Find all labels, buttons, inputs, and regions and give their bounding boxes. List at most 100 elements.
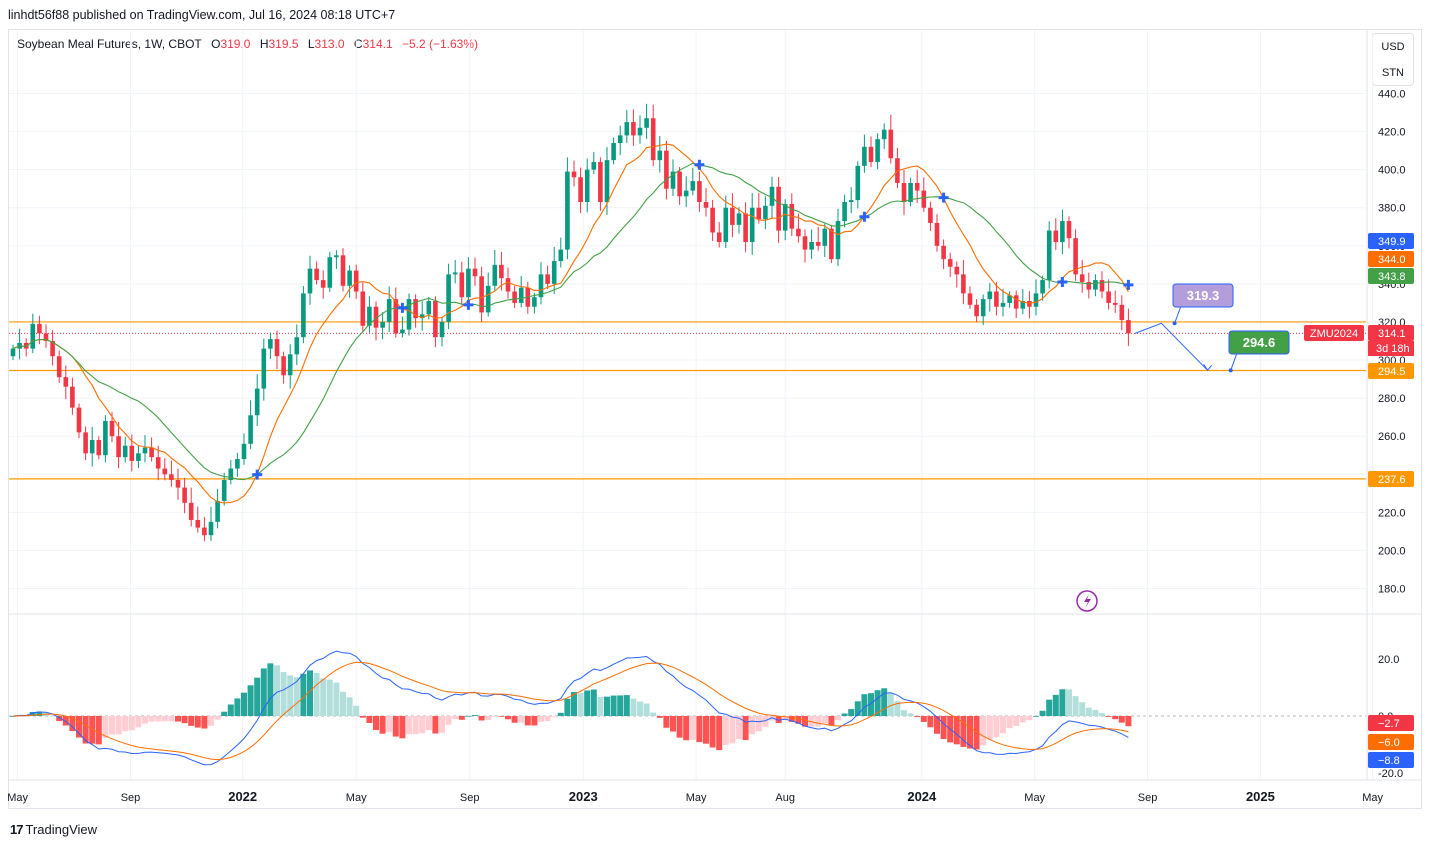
price-badge-label: 314.1 xyxy=(1378,328,1406,340)
time-tick-label: Sep xyxy=(1138,792,1158,804)
macd-histogram-bar xyxy=(934,716,940,734)
candle-body xyxy=(208,521,214,536)
candle-body xyxy=(881,129,887,140)
macd-histogram-bar xyxy=(623,695,630,716)
macd-histogram-bar xyxy=(854,701,861,716)
candle-body xyxy=(241,443,247,460)
macd-histogram-bar xyxy=(920,716,927,722)
macd-histogram-bar xyxy=(676,716,683,738)
macd-histogram-bar xyxy=(333,682,340,716)
macd-histogram-bar xyxy=(293,677,300,716)
macd-histogram-bar xyxy=(775,716,782,724)
low-label: L xyxy=(307,37,315,51)
candle-body xyxy=(23,342,29,349)
macd-histogram-bar xyxy=(1066,689,1072,716)
candle-body xyxy=(268,339,273,349)
macd-histogram-bar xyxy=(445,716,452,725)
price-badge xyxy=(1368,471,1414,487)
chart-frame xyxy=(8,29,1422,809)
candle-body xyxy=(254,388,260,416)
macd-histogram-bar xyxy=(828,716,835,726)
chart-legend: Soybean Meal Futures, 1W, CBOT O319.0 H3… xyxy=(17,37,478,51)
unit-stn[interactable]: STN xyxy=(1382,67,1404,79)
macd-histogram-bar xyxy=(901,710,907,716)
candle-body xyxy=(169,474,174,480)
macd-histogram-bar xyxy=(320,678,327,716)
macd-histogram-bar xyxy=(406,716,412,735)
macd-histogram-bar xyxy=(10,716,16,717)
candle-body xyxy=(96,440,102,456)
price-badge-label: 349.9 xyxy=(1378,236,1406,248)
callout-box xyxy=(1172,283,1234,308)
tradingview-logo-icon: 17 xyxy=(10,822,24,837)
macd-histogram-bar xyxy=(95,716,102,745)
event-flash-bolt-icon xyxy=(1084,594,1091,608)
macd-histogram-bar xyxy=(452,716,459,720)
price-tick-label: 200.0 xyxy=(1378,545,1406,557)
candle-body xyxy=(776,186,781,231)
macd-histogram-bar xyxy=(201,716,208,729)
candle-body xyxy=(294,337,300,355)
macd-histogram-bar xyxy=(373,716,379,731)
candle-body xyxy=(360,291,366,326)
macd-histogram-bar xyxy=(1079,702,1086,716)
candle-body xyxy=(202,527,207,536)
candle-body xyxy=(644,118,649,128)
candle-body xyxy=(967,293,973,305)
candle-body xyxy=(538,274,544,298)
candle-body xyxy=(677,171,682,197)
macd-badge-label: −6.0 xyxy=(1378,737,1400,749)
candle-body xyxy=(50,341,55,357)
macd-histogram-bar xyxy=(1000,716,1006,734)
candle-body xyxy=(987,291,993,300)
candle-body xyxy=(400,329,405,334)
callout-pointer xyxy=(1174,305,1182,324)
macd-histogram-bar xyxy=(399,716,406,739)
macd-histogram-bar xyxy=(56,716,63,722)
time-tick-label: Sep xyxy=(460,792,480,804)
candle-body xyxy=(182,487,187,503)
macd-histogram-bar xyxy=(683,716,690,741)
candle-body xyxy=(697,181,702,203)
candle-body xyxy=(419,314,425,319)
macd-histogram-bar xyxy=(62,716,69,726)
macd-histogram-bar xyxy=(300,673,307,716)
macd-histogram-bar xyxy=(135,716,142,728)
currency-unit-box[interactable]: USD STN xyxy=(1372,33,1414,86)
price-badge xyxy=(1368,251,1414,267)
macd-histogram-bar xyxy=(498,716,505,717)
candle-body xyxy=(961,274,966,294)
macd-histogram-bar xyxy=(755,716,762,732)
macd-histogram-bar xyxy=(472,715,478,716)
candle-body xyxy=(928,207,933,223)
macd-histogram-bar xyxy=(36,711,43,716)
candle-body xyxy=(1013,295,1019,309)
candle-body xyxy=(287,354,293,376)
macd-histogram-bar xyxy=(511,716,518,723)
candle-body xyxy=(307,268,313,294)
macd-histogram-bar xyxy=(419,716,426,734)
candle-body xyxy=(103,420,108,456)
macd-histogram-bar xyxy=(986,716,993,740)
macd-histogram-bar xyxy=(1039,710,1046,716)
candle-body xyxy=(340,255,346,286)
macd-histogram-bar xyxy=(386,716,393,733)
currency-usd[interactable]: USD xyxy=(1381,41,1405,53)
macd-histogram-bar xyxy=(637,701,643,716)
symbol-label[interactable]: Soybean Meal Futures, 1W, CBOT xyxy=(17,37,202,51)
candle-body xyxy=(446,274,451,322)
candle-body xyxy=(373,306,379,328)
macd-histogram-bar xyxy=(102,716,109,738)
macd-histogram-bar xyxy=(267,663,274,716)
time-tick-label: Aug xyxy=(775,792,795,804)
macd-histogram-bar xyxy=(340,691,346,716)
macd-histogram-bar xyxy=(208,716,214,726)
candle-body xyxy=(136,453,141,461)
macd-histogram-bar xyxy=(815,716,822,727)
macd-histogram-bar xyxy=(848,709,855,716)
candle-body xyxy=(63,377,69,387)
candle-body xyxy=(624,122,630,136)
macd-histogram-bar xyxy=(115,716,122,735)
macd-histogram-bar xyxy=(656,716,663,718)
